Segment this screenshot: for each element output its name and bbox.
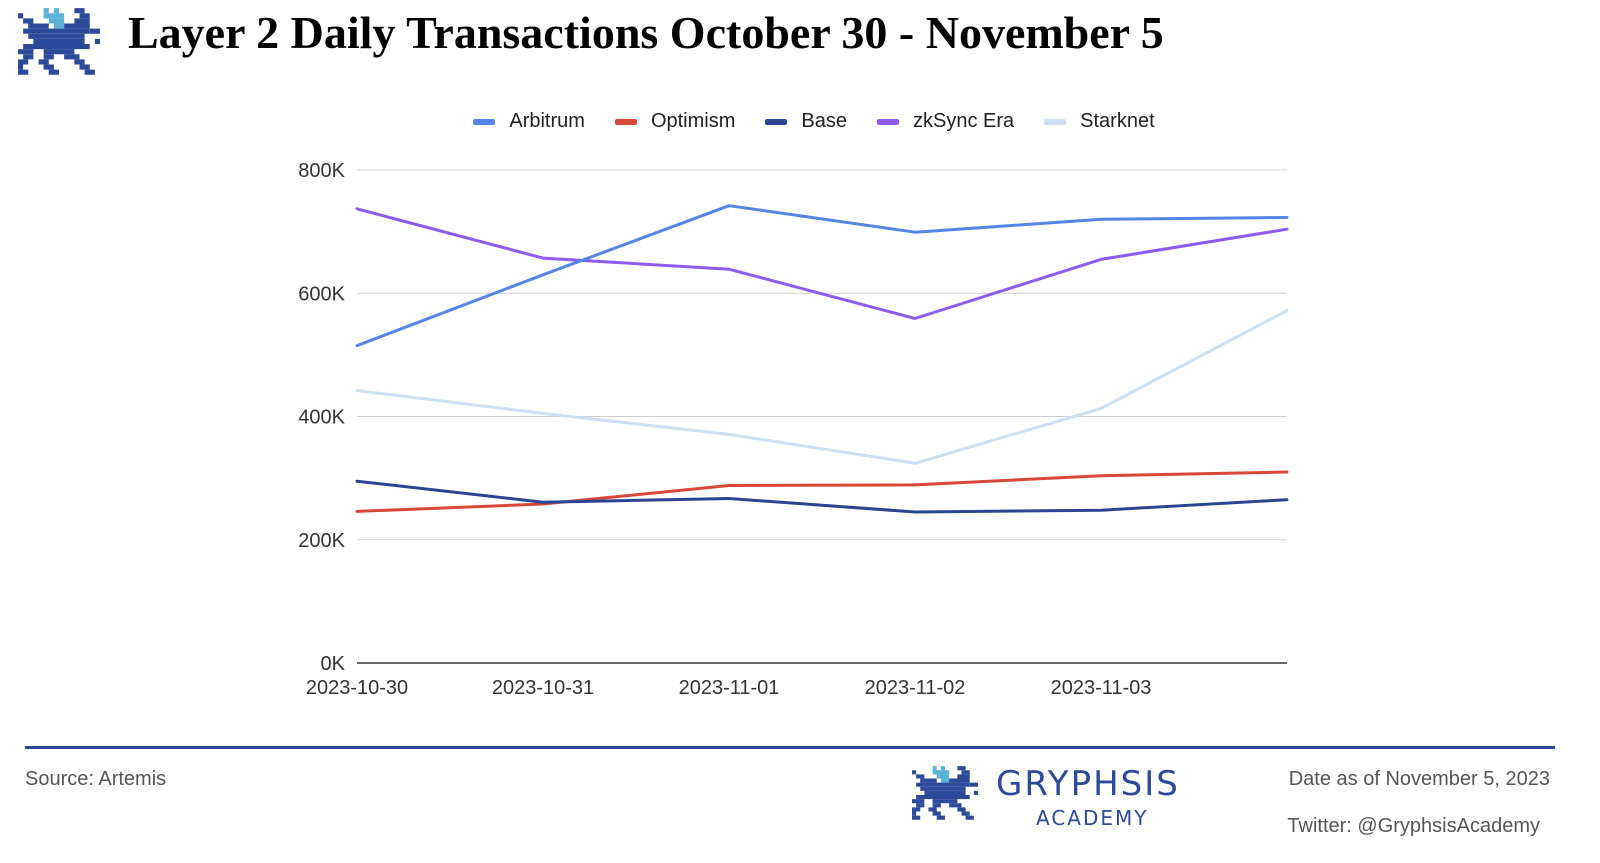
series-line-zksync-era	[355, 207, 1289, 320]
series-line-optimism	[355, 470, 1289, 513]
legend-item: Base	[765, 110, 847, 133]
gryphon-logo-icon	[18, 8, 100, 75]
series-line-base	[355, 479, 1289, 514]
legend-swatch	[614, 118, 637, 125]
y-tick-label: 800K	[298, 160, 345, 182]
y-tick-label: 400K	[298, 407, 345, 429]
twitter-handle: Twitter: @GryphsisAcademy	[1287, 815, 1540, 837]
x-tick-label: 2023-11-02	[865, 677, 966, 699]
series-line-starknet	[355, 309, 1289, 465]
x-tick-label: 2023-11-01	[679, 677, 780, 699]
series-line-arbitrum	[355, 204, 1289, 348]
brand-subtitle: ACADEMY	[1036, 806, 1149, 830]
x-tick-label: 2023-11-03	[1051, 677, 1152, 699]
brand-name: GRYPHSIS	[996, 764, 1180, 804]
footer-divider	[25, 746, 1555, 749]
page-title: Layer 2 Daily Transactions October 30 - …	[128, 7, 1164, 58]
y-tick-label: 0K	[321, 653, 346, 675]
legend-label: Base	[801, 110, 847, 132]
legend-label: Starknet	[1080, 110, 1155, 132]
source-note: Source: Artemis	[25, 768, 167, 790]
legend-swatch	[1044, 118, 1067, 125]
gryphon-logo-icon	[912, 766, 978, 820]
legend-swatch	[765, 118, 788, 125]
legend-item: Arbitrum	[473, 110, 585, 133]
legend-item: zkSync Era	[876, 110, 1015, 133]
x-tick-label: 2023-10-30	[306, 677, 408, 699]
legend-item: Starknet	[1044, 110, 1155, 133]
legend-label: Optimism	[650, 110, 736, 132]
legend-item: Optimism	[614, 110, 736, 133]
line-chart: 0K 200K 400K 600K 800K 2023-10-30 2023-10-31 20…	[298, 160, 1289, 699]
y-tick-label: 600K	[298, 283, 345, 305]
date-note: Date as of November 5, 2023	[1288, 768, 1550, 790]
x-tick-label: 2023-10-31	[492, 677, 594, 699]
legend-swatch	[876, 118, 899, 125]
legend-label: Arbitrum	[509, 110, 585, 132]
brand-block: GRYPHSIS ACADEMY	[912, 764, 1212, 830]
legend-swatch	[473, 118, 496, 125]
chart-legend: Arbitrum Optimism Base zkSync Era Starknet	[0, 110, 1600, 133]
legend-label: zkSync Era	[912, 110, 1015, 132]
y-tick-label: 200K	[298, 530, 345, 552]
